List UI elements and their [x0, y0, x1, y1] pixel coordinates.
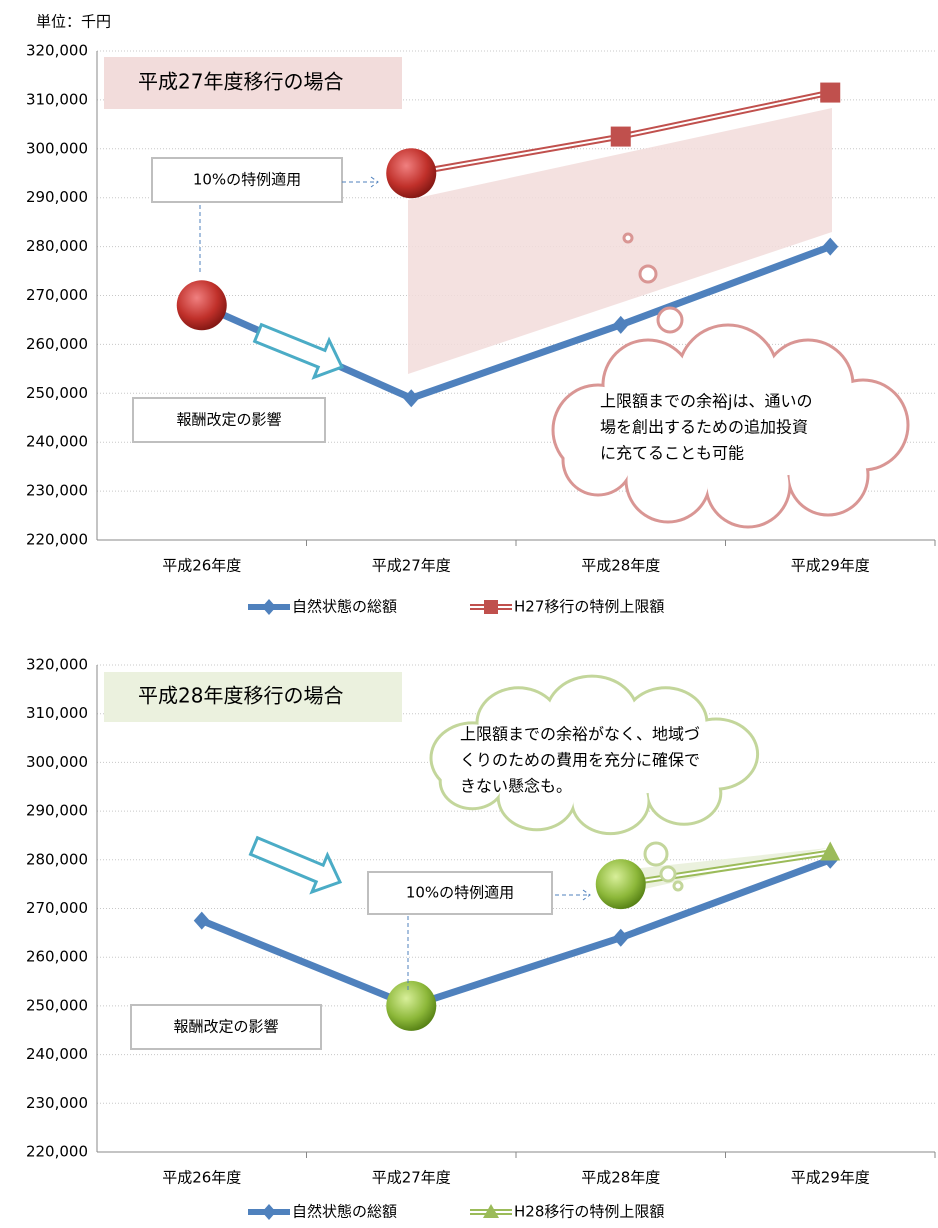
- y-tick-label: 280,000: [26, 850, 88, 868]
- dash-arrow: [342, 177, 378, 187]
- legend-label: 自然状態の総額: [292, 598, 397, 616]
- highlight-circle: [386, 148, 436, 198]
- hollow-arrow: [250, 314, 349, 385]
- thought-bubble: [661, 867, 675, 881]
- dash-arrow: [555, 890, 590, 900]
- legend-label: H28移行の特例上限額: [514, 1203, 664, 1221]
- highlight-circle: [386, 981, 436, 1031]
- y-tick-label: 250,000: [26, 384, 88, 402]
- y-tick-label: 280,000: [26, 237, 88, 255]
- marker: [822, 238, 838, 256]
- highlight-circle: [177, 280, 227, 330]
- special-text: 10%の特例適用: [193, 171, 301, 189]
- y-tick-label: 310,000: [26, 704, 88, 722]
- marker: [611, 127, 631, 147]
- thought-bubble: [624, 234, 632, 242]
- cloud-text: 場を創出するための追加投資: [600, 418, 808, 437]
- cloud-text: きない懸念も。: [460, 777, 572, 796]
- x-tick-label: 平成27年度: [372, 1169, 451, 1187]
- thought-bubble: [640, 266, 656, 282]
- unit-label: 単位：千円: [36, 13, 111, 31]
- cloud-text: に充てることも可能: [600, 444, 744, 463]
- y-tick-label: 310,000: [26, 90, 88, 108]
- y-tick-label: 250,000: [26, 996, 88, 1014]
- y-tick-label: 230,000: [26, 1094, 88, 1112]
- y-tick-label: 230,000: [26, 482, 88, 500]
- special-text: 10%の特例適用: [406, 884, 514, 902]
- y-tick-label: 300,000: [26, 139, 88, 157]
- y-tick-label: 270,000: [26, 286, 88, 304]
- legend-marker: [484, 600, 498, 614]
- marker: [194, 912, 210, 930]
- thought-bubble: [658, 308, 682, 332]
- x-tick-label: 平成28年度: [581, 1169, 660, 1187]
- page: 単位：千円 220,000 230,000 240,000 250,000 260,000…: [0, 0, 938, 1228]
- legend-label: H27移行の特例上限額: [514, 598, 664, 616]
- legend-marker: [262, 1204, 276, 1220]
- x-tick-label: 平成29年度: [791, 1169, 870, 1187]
- x-tick-label: 平成26年度: [162, 557, 241, 575]
- y-tick-label: 260,000: [26, 335, 88, 353]
- y-tick-label: 240,000: [26, 433, 88, 451]
- y-tick-label: 220,000: [26, 1143, 88, 1161]
- y-tick-label: 270,000: [26, 899, 88, 917]
- x-tick-label: 平成28年度: [581, 557, 660, 575]
- y-tick-label: 290,000: [26, 802, 88, 820]
- x-tick-label: 平成27年度: [372, 557, 451, 575]
- hollow-arrow: [246, 828, 347, 901]
- marker: [820, 83, 840, 103]
- thought-bubble: [674, 882, 682, 890]
- y-tick-label: 300,000: [26, 753, 88, 771]
- impact-text: 報酬改定の影響: [176, 411, 281, 429]
- shaded-area: [408, 108, 832, 374]
- marker: [613, 316, 629, 334]
- banner-text: 平成28年度移行の場合: [138, 684, 343, 708]
- banner-text: 平成27年度移行の場合: [138, 70, 343, 94]
- y-tick-label: 320,000: [26, 42, 88, 60]
- x-tick-label: 平成29年度: [791, 557, 870, 575]
- cloud-text: 上限額までの余裕がなく、地域づ: [460, 725, 700, 744]
- y-tick-label: 320,000: [26, 656, 88, 674]
- x-tick-label: 平成26年度: [162, 1169, 241, 1187]
- cloud-text: 上限額までの余裕jは、通いの: [600, 392, 812, 411]
- y-tick-label: 260,000: [26, 948, 88, 966]
- y-tick-label: 240,000: [26, 1045, 88, 1063]
- cloud-text: くりのための費用を充分に確保で: [460, 751, 700, 770]
- highlight-circle: [596, 859, 646, 909]
- legend-marker: [262, 599, 276, 615]
- marker: [613, 929, 629, 947]
- legend-label: 自然状態の総額: [292, 1203, 397, 1221]
- thought-bubble: [645, 843, 667, 865]
- impact-text: 報酬改定の影響: [173, 1018, 278, 1036]
- y-tick-label: 290,000: [26, 188, 88, 206]
- y-tick-label: 220,000: [26, 531, 88, 549]
